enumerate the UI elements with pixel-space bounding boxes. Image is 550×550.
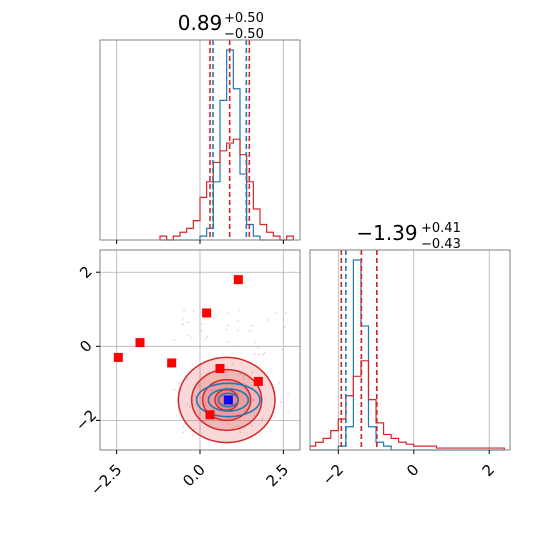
density-dot xyxy=(231,363,234,366)
density-dot xyxy=(242,375,245,378)
contour-level xyxy=(195,382,261,418)
sample-marker xyxy=(253,376,263,386)
density-dot xyxy=(257,346,260,349)
density-dot xyxy=(287,410,289,413)
sample-marker xyxy=(233,275,243,285)
contour-level xyxy=(217,392,240,408)
density-dot xyxy=(278,381,281,384)
param-2-lower-error: −0.43 xyxy=(421,237,461,252)
density-dot xyxy=(200,329,202,332)
density-dot xyxy=(238,431,241,434)
density-dot xyxy=(198,384,201,387)
param-2-axes-frame xyxy=(309,249,511,451)
param-1-lower-error: −0.50 xyxy=(224,27,264,42)
density-dot xyxy=(285,312,287,314)
density-dot xyxy=(287,393,289,396)
density-dot xyxy=(204,337,207,340)
density-dot xyxy=(211,389,214,392)
density-dot xyxy=(175,414,178,417)
density-dot xyxy=(251,324,254,327)
density-dot xyxy=(186,403,189,406)
density-dot xyxy=(242,378,245,381)
density-dot xyxy=(212,317,215,319)
density-dot xyxy=(192,310,195,312)
contour-level xyxy=(207,388,250,412)
sample-marker xyxy=(205,410,215,420)
density-dot xyxy=(186,321,189,323)
density-dot xyxy=(251,424,254,427)
density-dot xyxy=(254,341,257,344)
density-dot xyxy=(262,353,264,356)
density-dot xyxy=(248,329,251,332)
density-dot xyxy=(226,422,229,425)
density-dot xyxy=(266,319,269,321)
true-value-marker xyxy=(223,395,233,405)
density-dot xyxy=(182,425,185,428)
density-dot xyxy=(238,392,240,395)
density-dot xyxy=(194,395,197,398)
histogram-series-1 xyxy=(309,360,505,450)
density-dot xyxy=(237,309,240,312)
density-dot xyxy=(182,431,185,434)
sample-marker xyxy=(135,338,145,348)
param-1-median: 0.89 xyxy=(178,11,223,35)
density-dot xyxy=(193,427,196,430)
density-dot xyxy=(225,371,227,374)
density-dot xyxy=(181,323,184,326)
density-dot xyxy=(237,320,240,322)
density-dot xyxy=(200,397,202,399)
density-dot xyxy=(220,420,223,423)
density-dot xyxy=(279,400,282,403)
density-dot xyxy=(253,414,255,417)
density-dot xyxy=(226,341,229,344)
param-2-title: −1.39 xyxy=(356,221,417,245)
density-dot xyxy=(188,406,191,408)
sample-marker xyxy=(113,352,123,362)
density-dot xyxy=(204,404,206,407)
density-dot xyxy=(273,415,276,418)
param-2-median: −1.39 xyxy=(356,221,417,245)
marginal-histogram-param-1: 0.89 +0.50 −0.50 xyxy=(99,11,301,244)
density-dot xyxy=(261,417,264,420)
density-dot xyxy=(251,371,254,374)
density-dot xyxy=(225,328,227,331)
density-dot xyxy=(267,417,270,419)
param-1-upper-error: +0.50 xyxy=(224,11,264,26)
density-dot xyxy=(192,434,194,436)
density-dot xyxy=(180,389,182,392)
density-dot xyxy=(281,348,284,351)
param-2-upper-error: +0.41 xyxy=(421,221,461,236)
density-dot xyxy=(173,388,176,391)
density-dot xyxy=(190,336,193,339)
sample-marker xyxy=(215,364,225,374)
density-dot xyxy=(201,322,203,325)
density-dot xyxy=(283,325,286,328)
density-dot xyxy=(227,324,229,327)
density-dot xyxy=(227,312,230,315)
density-dot xyxy=(236,329,239,332)
param-1-title: 0.89 xyxy=(178,11,223,35)
density-dot xyxy=(175,358,178,361)
density-dot xyxy=(254,352,256,355)
density-dot xyxy=(275,312,278,315)
density-dot xyxy=(206,335,209,338)
density-dot xyxy=(231,427,234,430)
density-dot xyxy=(239,372,242,375)
sample-marker xyxy=(167,358,177,368)
density-dot xyxy=(186,378,189,381)
sample-marker xyxy=(202,308,212,318)
density-dot xyxy=(173,339,176,341)
density-dot xyxy=(263,352,266,354)
density-dot xyxy=(183,309,185,312)
density-dot xyxy=(178,382,180,385)
density-dot xyxy=(181,317,184,320)
density-dot xyxy=(232,345,234,348)
histogram-series-1 xyxy=(159,138,294,241)
density-dot xyxy=(187,334,190,337)
density-dot xyxy=(253,398,255,401)
density-dot xyxy=(243,382,245,385)
density-dot xyxy=(258,353,261,356)
